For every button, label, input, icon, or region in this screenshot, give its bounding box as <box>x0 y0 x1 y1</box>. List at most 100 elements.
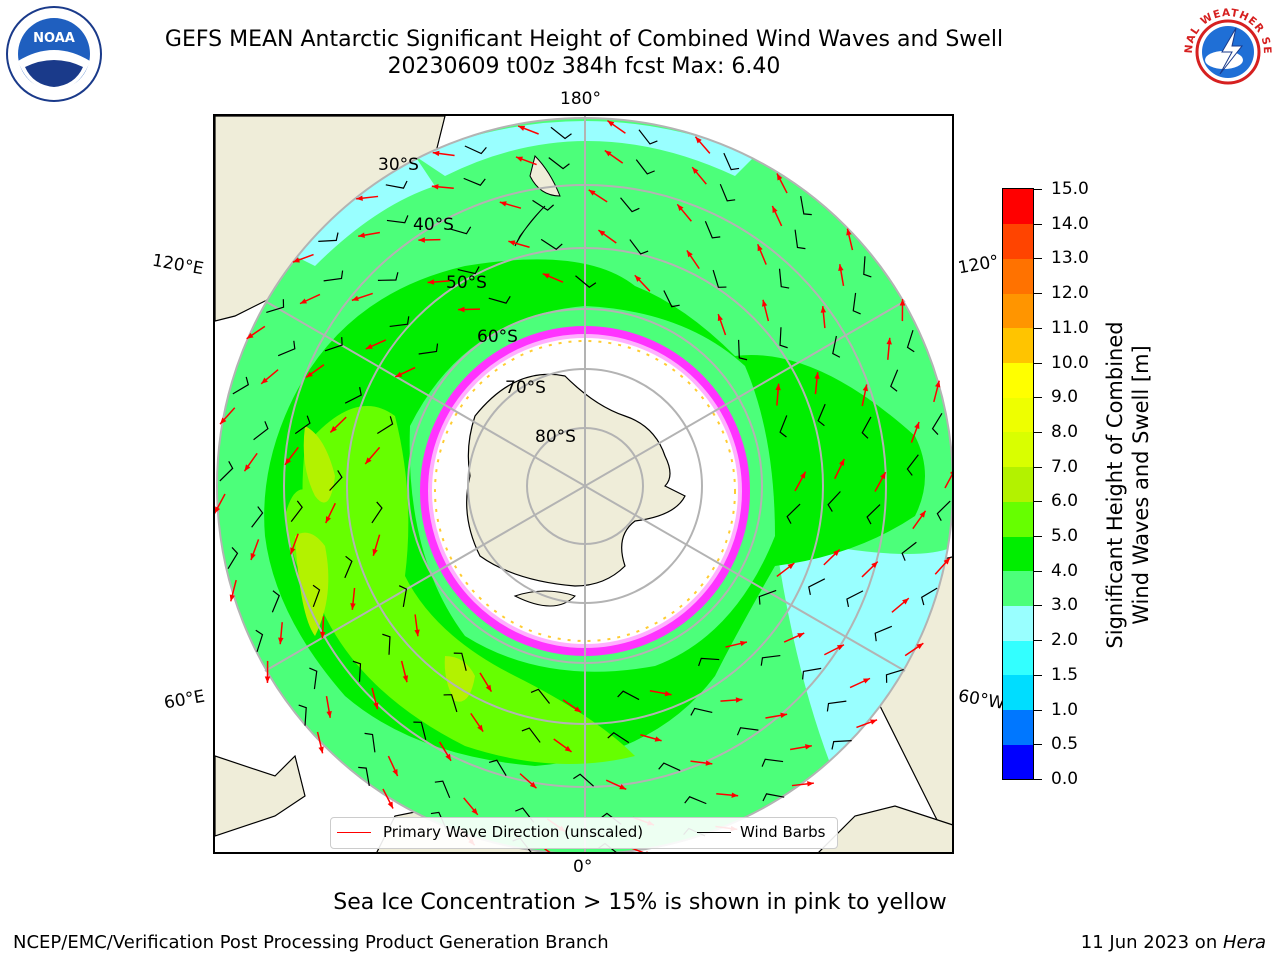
colorbar-tick <box>1034 362 1042 364</box>
wind-barb <box>540 238 563 250</box>
wave-arrow-head <box>838 264 844 272</box>
colorbar-label-line1: Significant Height of Combined <box>1103 321 1127 649</box>
wind-barb <box>449 226 472 235</box>
wave-arrow-head <box>814 372 820 379</box>
wave-arrow-head <box>731 792 739 798</box>
colorbar-tick <box>1034 501 1042 503</box>
wave-arrow-head <box>264 676 271 683</box>
wave-arrow-head <box>740 640 747 647</box>
colorbar-segment <box>1003 431 1033 468</box>
wind-barb <box>931 413 943 435</box>
wave-arrow-head <box>619 784 627 790</box>
wave-arrow-head <box>705 760 713 766</box>
colorbar-segment <box>1003 293 1033 329</box>
wave-arrow-head <box>387 801 394 809</box>
colorbar-tick-label: 4.0 <box>1051 560 1079 581</box>
wind-barb <box>323 270 344 282</box>
wind-barb <box>251 506 264 528</box>
wave-arrow-head <box>775 383 781 391</box>
colorbar-segment <box>1003 466 1033 502</box>
wind-barb <box>690 707 713 716</box>
colorbar-segment <box>1003 709 1033 745</box>
wind-barb <box>298 704 307 726</box>
wave-arrow-head <box>372 548 378 556</box>
wind-barb <box>352 660 362 682</box>
wave-arrow <box>631 847 644 852</box>
wave-direction-arrows <box>215 120 952 852</box>
colorbar-tick <box>1034 640 1042 642</box>
wave-arrow-head <box>604 150 612 157</box>
colorbar-tick <box>1034 258 1042 260</box>
footer-date-text: 11 Jun 2023 on <box>1080 932 1223 953</box>
wind-barb <box>832 335 841 358</box>
wave-arrow-head <box>220 417 227 425</box>
colorbar-tick <box>1034 570 1042 572</box>
wind-barb <box>617 690 640 701</box>
wind-barb <box>846 590 864 608</box>
wave-arrow-head <box>319 631 326 639</box>
wind-barb <box>779 327 788 349</box>
colorbar-tick-label: 3.0 <box>1051 595 1079 616</box>
wave-arrow-head <box>787 563 795 570</box>
wind-barb <box>312 584 321 608</box>
wave-arrow-head <box>839 458 845 466</box>
wind-barb <box>548 157 570 170</box>
wave-arrow-head <box>508 240 516 246</box>
wave-arrow-head <box>373 702 379 710</box>
wind-barb <box>861 416 872 439</box>
colorbar-tick <box>1034 466 1042 468</box>
wind-barb <box>358 766 370 786</box>
wave-arrow-head <box>692 167 699 174</box>
wind-barb <box>488 759 507 776</box>
wave-arrow-head <box>574 706 582 713</box>
wind-barb <box>290 500 303 522</box>
colorbar-tick <box>1034 293 1042 295</box>
wave-arrow-head <box>761 299 768 307</box>
legend-wind-label: Wind Barbs <box>740 823 826 841</box>
wind-barb <box>786 503 801 524</box>
wind-barb <box>901 541 917 561</box>
wave-arrow-head <box>246 332 254 339</box>
wind-barb <box>620 197 640 213</box>
colorbar-tick-label: 8.0 <box>1051 421 1079 442</box>
wind-barb <box>389 316 410 328</box>
colorbar-tick <box>1034 327 1042 329</box>
wind-barb <box>318 232 339 242</box>
wind-barb <box>874 625 893 642</box>
colorbar-tick-label: 6.0 <box>1051 491 1079 512</box>
wind-barb <box>413 721 427 740</box>
colorbar-tick-label: 9.0 <box>1051 387 1079 408</box>
wind-barb <box>329 470 343 491</box>
wave-arrow-head <box>797 633 805 639</box>
wind-barb <box>443 694 458 713</box>
wave-arrow-head <box>634 275 642 282</box>
wave-arrow-head <box>780 712 788 719</box>
wind-barb <box>324 337 343 352</box>
colorbar-tick-label: 10.0 <box>1051 352 1089 373</box>
wave-arrow-head <box>862 384 869 392</box>
colorbar-label-line2: Wind Waves and Swell [m] <box>1129 345 1153 625</box>
wave-arrow-head <box>820 306 827 313</box>
footer-machine: Hera <box>1222 932 1266 953</box>
wave-arrow-head <box>518 125 526 131</box>
lat-label-80s: 80°S <box>535 427 576 447</box>
wind-barb <box>831 740 852 750</box>
wave-arrow-head <box>914 421 920 429</box>
wind-barb <box>698 657 720 667</box>
wave-arrow-head <box>880 472 886 480</box>
wind-barb <box>521 727 541 743</box>
wave-arrow-head <box>677 204 684 212</box>
lon-label-60e: 60°E <box>162 686 207 714</box>
colorbar-tick-label: 0.5 <box>1051 734 1079 755</box>
colorbar-tick-label: 7.0 <box>1051 456 1079 477</box>
wave-arrow-head <box>414 629 420 637</box>
colorbar <box>1002 188 1034 780</box>
colorbar-tick <box>1034 605 1042 607</box>
colorbar-tick <box>1034 397 1042 399</box>
colorbar-segment <box>1003 501 1033 537</box>
wind-barb <box>885 668 904 683</box>
wind-barb <box>758 589 777 605</box>
wind-barb <box>920 587 938 606</box>
wind-barb <box>808 578 826 595</box>
wind-barb <box>890 369 899 392</box>
